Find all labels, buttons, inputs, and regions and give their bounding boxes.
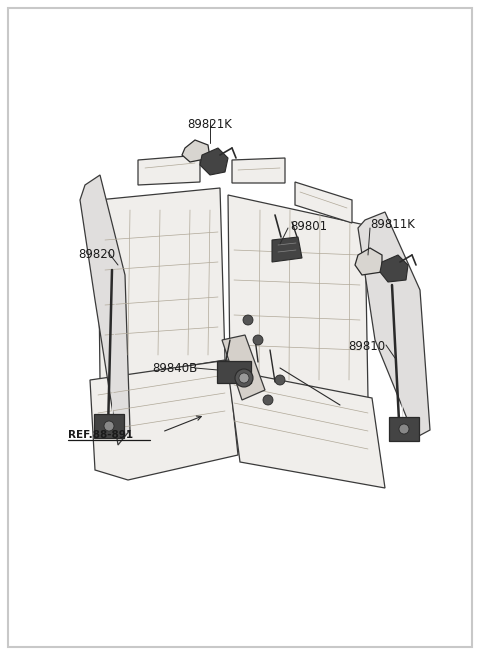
Polygon shape	[228, 370, 385, 488]
Text: 89821K: 89821K	[188, 118, 232, 131]
Polygon shape	[182, 140, 210, 162]
Text: 89810: 89810	[348, 340, 385, 353]
Polygon shape	[228, 195, 368, 398]
Polygon shape	[272, 237, 302, 262]
Circle shape	[104, 421, 114, 431]
Polygon shape	[98, 188, 225, 380]
Text: 89801: 89801	[290, 220, 327, 233]
Polygon shape	[380, 255, 408, 282]
Text: REF.88-891: REF.88-891	[68, 430, 133, 440]
Polygon shape	[90, 360, 238, 480]
Polygon shape	[295, 182, 352, 223]
Polygon shape	[200, 148, 228, 175]
Circle shape	[253, 335, 263, 345]
FancyBboxPatch shape	[94, 414, 124, 438]
FancyBboxPatch shape	[217, 361, 251, 383]
Polygon shape	[222, 335, 265, 400]
Circle shape	[235, 369, 253, 387]
Circle shape	[263, 395, 273, 405]
Polygon shape	[232, 158, 285, 183]
Polygon shape	[80, 175, 130, 445]
Polygon shape	[138, 155, 200, 185]
Text: 89811K: 89811K	[370, 218, 415, 231]
Circle shape	[243, 315, 253, 325]
Circle shape	[239, 373, 249, 383]
Text: 89820: 89820	[78, 248, 115, 261]
Text: 89840B: 89840B	[152, 362, 197, 375]
Polygon shape	[358, 212, 430, 438]
Polygon shape	[355, 248, 382, 275]
FancyBboxPatch shape	[389, 417, 419, 441]
Circle shape	[399, 424, 409, 434]
Circle shape	[275, 375, 285, 385]
